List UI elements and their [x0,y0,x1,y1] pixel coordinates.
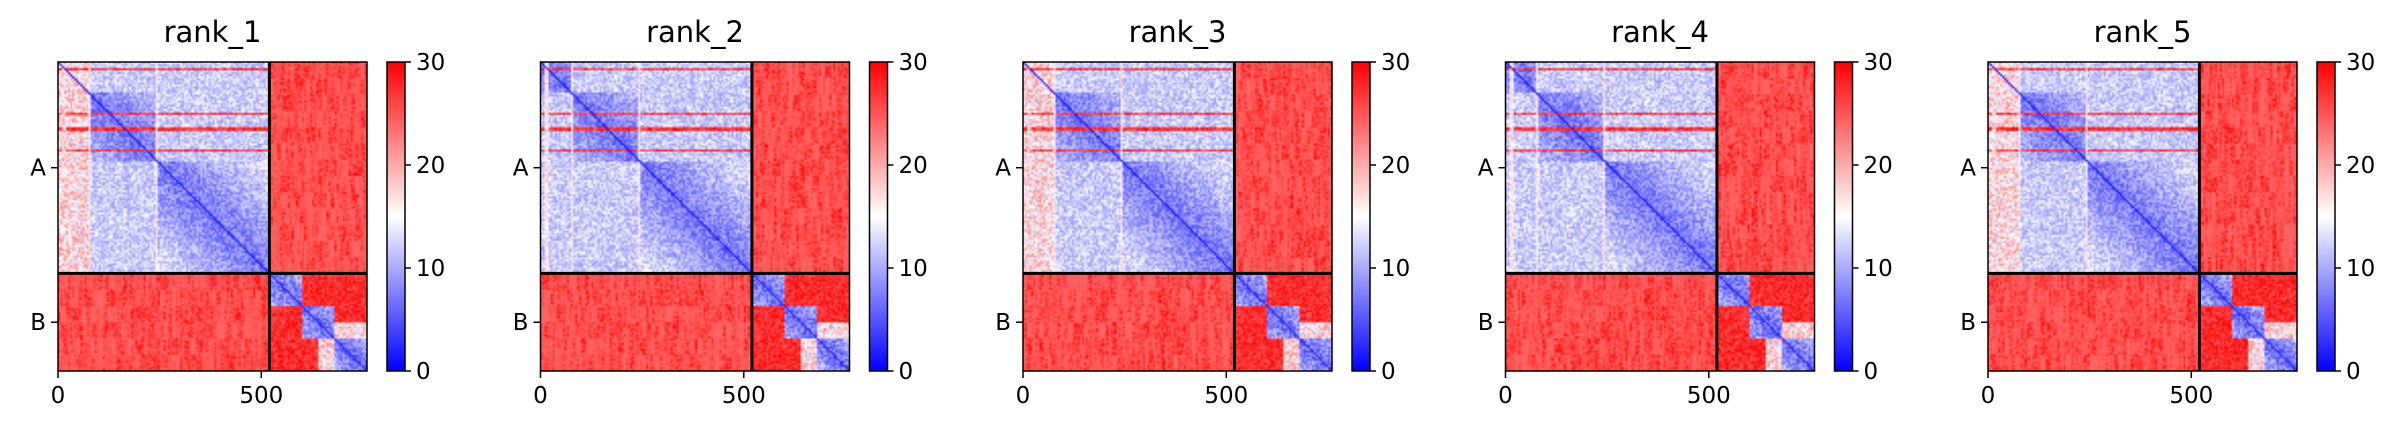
colorbar-tick-label: 10 [416,256,445,282]
colorbar-tick-label: 30 [2346,50,2375,76]
colorbar [869,62,888,371]
chain-label-B: B [30,310,46,336]
x-tick-label: 0 [1498,383,1513,409]
panel-rank_1: rank_1 0 500 A B 0 10 20 30 [30,15,445,409]
colorbar-tick-label: 0 [416,359,431,385]
colorbar [1834,62,1853,371]
x-tick-label: 0 [533,383,548,409]
heatmap-frame [57,61,368,372]
colorbar-frame [1351,61,1371,372]
chain-label-B: B [513,310,529,336]
x-tick-label: 500 [239,383,283,409]
colorbar-frame [868,61,889,372]
colorbar-frame [2316,61,2336,372]
panel-rank_3: rank_3 0 500 A B 0 10 20 30 [995,15,1410,409]
pae-heatmap [540,62,850,371]
colorbar-tick-label: 10 [1864,256,1893,282]
x-tick-label: 500 [1204,383,1248,409]
colorbar-tick-label: 30 [899,50,928,76]
colorbar-tick-label: 10 [899,256,928,282]
colorbar-frame [1833,61,1854,372]
colorbar-tick-label: 10 [2346,256,2375,282]
colorbar-tick-label: 20 [899,153,928,179]
chain-label-B: B [1960,310,1976,336]
heatmap-frame [1504,61,1816,372]
colorbar-tick-label: 0 [2346,359,2361,385]
colorbar-tick-label: 20 [416,153,445,179]
x-tick-label: 0 [1016,383,1031,409]
colorbar [1352,62,1370,371]
x-tick-label: 500 [1687,383,1731,409]
heatmap-frame [1987,61,2298,372]
colorbar-tick-label: 20 [1381,153,1410,179]
colorbar [2317,62,2335,371]
colorbar-tick-label: 30 [416,50,445,76]
heatmap-frame [1022,61,1333,372]
x-tick-label: 500 [722,383,766,409]
chain-label-B: B [1478,310,1494,336]
pae-heatmap [1988,62,2297,371]
pae-heatmap [58,62,367,371]
x-tick-label: 0 [1981,383,1996,409]
panel-title: rank_4 [1611,15,1709,49]
colorbar-tick-label: 10 [1381,256,1410,282]
panel-rank_2: rank_2 0 500 A B 0 10 20 30 [513,15,928,409]
panel-title: rank_1 [164,15,262,49]
panel-title: rank_5 [2094,15,2192,49]
chain-label-A: A [1960,156,1976,182]
pae-heatmap [1505,62,1815,371]
colorbar-tick-label: 0 [1864,359,1879,385]
colorbar-tick-label: 30 [1864,50,1893,76]
colorbar-tick-label: 20 [1864,153,1893,179]
chain-label-A: A [513,156,529,182]
colorbar-tick-label: 30 [1381,50,1410,76]
colorbar [387,62,405,371]
colorbar-tick-label: 0 [899,359,914,385]
panel-title: rank_3 [1129,15,1227,49]
colorbar-tick-label: 0 [1381,359,1396,385]
colorbar-tick-label: 20 [2346,153,2375,179]
pae-heatmap [1023,62,1332,371]
colorbar-frame [386,61,406,372]
chain-label-A: A [995,156,1011,182]
chain-label-B: B [995,310,1011,336]
panel-rank_5: rank_5 0 500 A B 0 10 20 30 [1960,15,2375,409]
chain-label-A: A [30,156,46,182]
heatmap-frame [539,61,851,372]
panel-rank_4: rank_4 0 500 A B 0 10 20 30 [1478,15,1893,409]
chain-label-A: A [1478,156,1494,182]
x-tick-label: 500 [2169,383,2213,409]
panel-title: rank_2 [646,15,744,49]
x-tick-label: 0 [51,383,66,409]
